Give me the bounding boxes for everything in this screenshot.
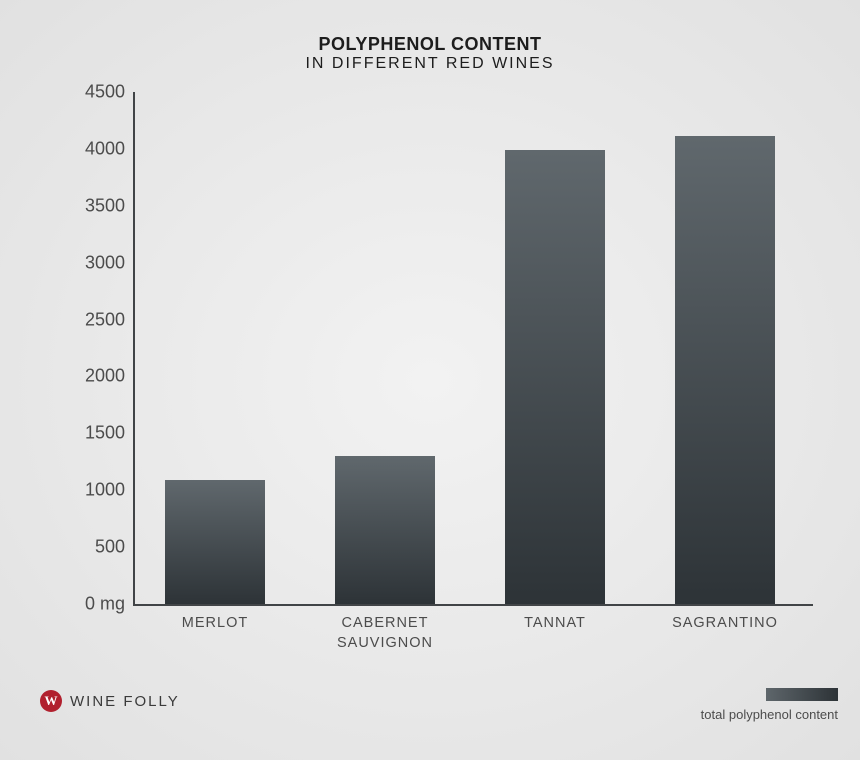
y-tick-label: 1500 [65,423,125,444]
chart-subtitle: IN DIFFERENT RED WINES [30,55,830,73]
x-tick-label: MERLOT [182,614,248,634]
brand-logo-icon: W [40,690,62,712]
bar [165,480,265,604]
legend-label: total polyphenol content [701,707,838,722]
legend-swatch [766,688,838,701]
y-tick-label: 4500 [65,82,125,103]
chart-title: POLYPHENOL CONTENT [30,34,830,55]
bar [505,150,605,604]
x-axis [133,604,813,606]
bar [335,456,435,604]
x-tick-label: CABERNET SAUVIGNON [337,614,433,653]
y-tick-label: 2000 [65,366,125,387]
y-tick-label: 3500 [65,195,125,216]
title-block: POLYPHENOL CONTENT IN DIFFERENT RED WINE… [30,34,830,73]
y-tick-label: 0 mg [65,594,125,615]
legend: total polyphenol content [701,688,838,722]
y-tick-label: 4000 [65,138,125,159]
y-tick-label: 2500 [65,309,125,330]
bar [675,136,775,604]
x-tick-label: SAGRANTINO [672,614,778,634]
y-tick-label: 3000 [65,252,125,273]
brand-logo-letter: W [45,693,58,709]
plot-region [133,92,803,604]
brand-footer: W WINE FOLLY [40,690,180,712]
brand-name: WINE FOLLY [70,693,180,710]
y-tick-label: 1000 [65,480,125,501]
chart-area: 0 mg50010001500200025003000350040004500M… [65,92,820,637]
chart-page: POLYPHENOL CONTENT IN DIFFERENT RED WINE… [0,0,860,760]
x-tick-label: TANNAT [524,614,586,634]
y-tick-label: 500 [65,537,125,558]
